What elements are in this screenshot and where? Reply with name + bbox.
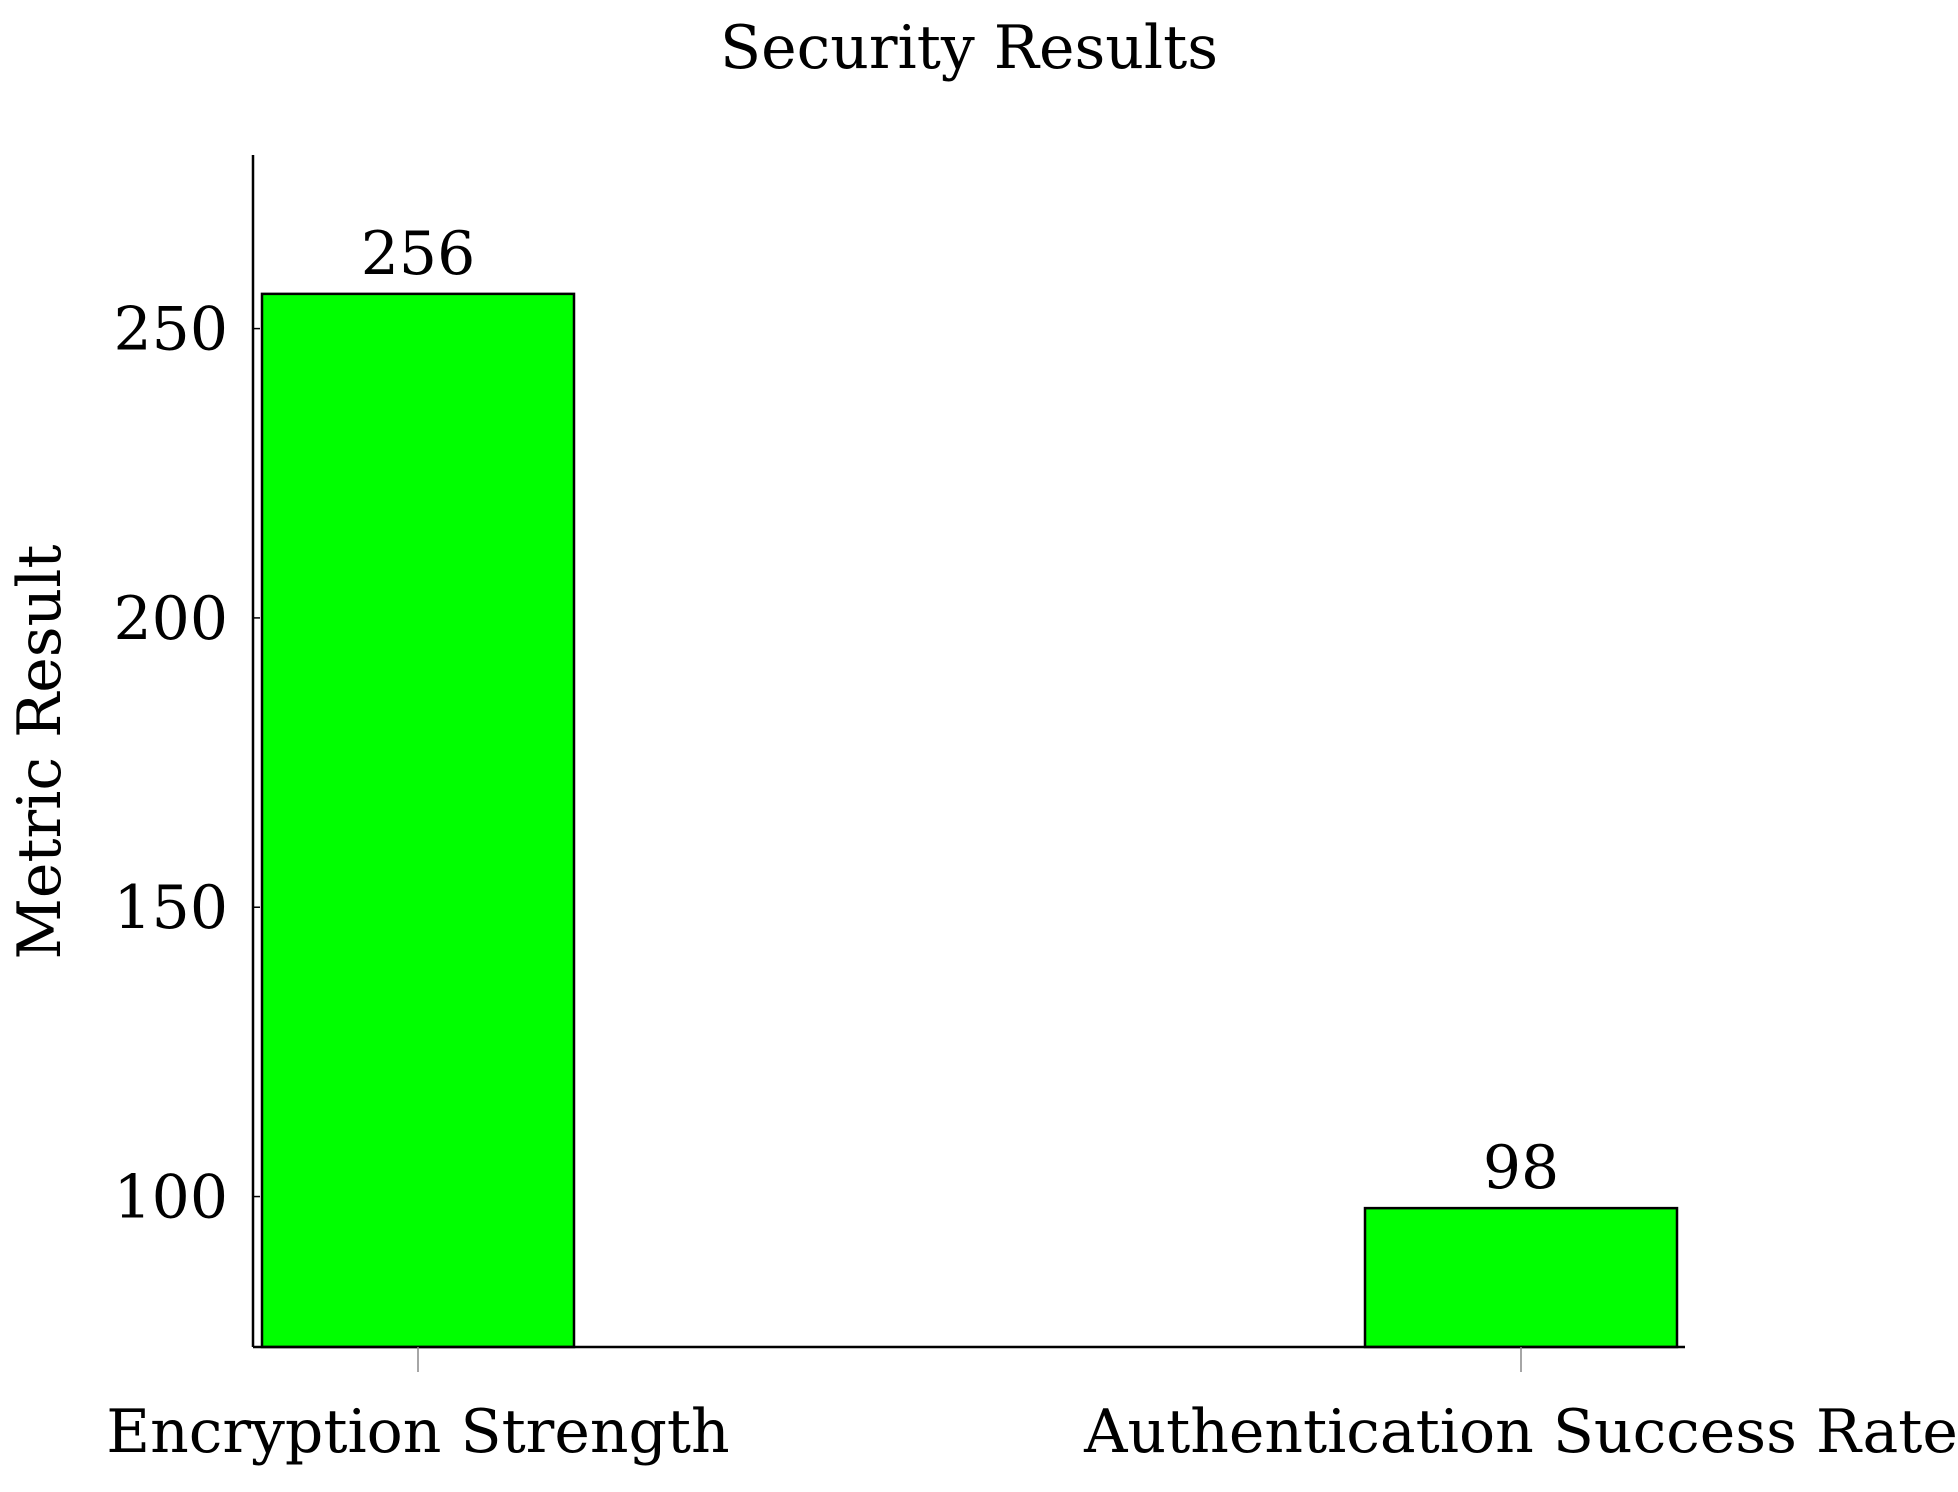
bar-2 [1363, 1206, 1679, 1349]
y-tick-label-250: 250 [113, 295, 228, 365]
data-labels: 256 98 [361, 219, 1559, 1203]
data-label-1: 256 [361, 219, 476, 289]
y-tick-label-150: 150 [113, 873, 228, 943]
y-tick-label-200: 200 [113, 584, 228, 654]
y-axis-label: Metric Result [5, 544, 75, 959]
x-tick-label-1: Encryption Strength [106, 1397, 729, 1467]
tick-labels: 100 150 200 250 Encryption Strength Authentic… [106, 295, 1958, 1467]
data-label-2: 98 [1483, 1133, 1559, 1203]
bars-layer [260, 292, 1679, 1349]
bar-1 [260, 292, 576, 1349]
y-tick-label-100: 100 [113, 1163, 228, 1233]
chart-title: Security Results [720, 13, 1218, 83]
x-tick-label-2: Authentication Success Rate [1083, 1397, 1958, 1467]
axes [251, 155, 1685, 1372]
